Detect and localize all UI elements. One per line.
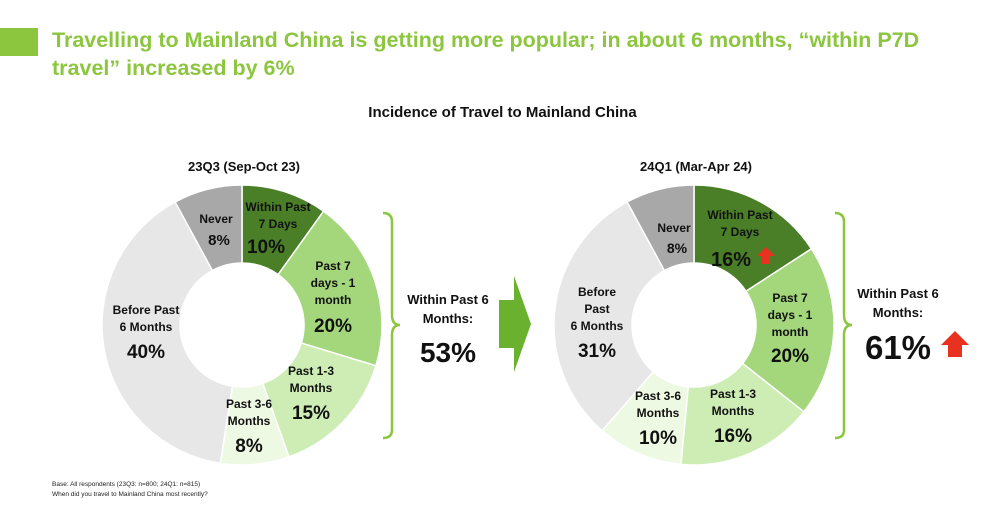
donut-title-24q1: 24Q1 (Mar-Apr 24) — [640, 159, 752, 174]
donut-slice — [174, 184, 243, 272]
donut-slice — [261, 342, 377, 458]
summary-24q1: Within Past 6 Months: 61% — [852, 284, 944, 368]
bracket-23q3 — [382, 211, 401, 440]
chart-title: Incidence of Travel to Mainland China — [368, 104, 637, 121]
donut-slice — [680, 362, 805, 466]
summary-label-24q1: Within Past 6 Months: — [857, 286, 939, 320]
donut-23q3: Within Past 7 Days 10% Past 7 days - 1 month 2… — [101, 184, 383, 466]
slice-label: Past 7 days - 1 month — [311, 259, 356, 307]
slice-value-label: 8% — [667, 240, 688, 256]
slice-value-label: 20% — [314, 316, 352, 337]
footnote: Base: All respondents (23Q3: n=800; 24Q1… — [52, 480, 208, 500]
donut-slice — [553, 200, 666, 432]
donut-title-23q3: 23Q3 (Sep-Oct 23) — [188, 159, 300, 174]
slice-value-label: 8% — [235, 436, 263, 457]
slice-value-label: 10% — [247, 237, 285, 258]
donut-slice — [626, 184, 695, 272]
slice-value-label: 16% — [714, 426, 752, 447]
summary-up-arrow-icon — [941, 331, 969, 357]
slice-label: Within Past 7 Days — [707, 208, 772, 239]
summary-23q3: Within Past 6 Months: 53% — [398, 290, 498, 370]
slice-value-label: 16% — [711, 249, 751, 271]
donut-slice — [693, 184, 813, 293]
slice-label: Past 7 days - 1 month — [768, 291, 813, 339]
donut-24q1: Within Past 7 Days 16% Past 7 days - 1 month 2… — [553, 184, 835, 466]
summary-label-23q3: Within Past 6 Months: — [407, 292, 489, 326]
slice-value-label: 40% — [127, 342, 165, 363]
transition-arrow-icon — [499, 276, 531, 372]
donut-slice — [277, 210, 383, 367]
slice-value-label: 8% — [208, 232, 230, 249]
slice-label: Before Past 6 Months — [571, 285, 624, 333]
slice-value-label: 31% — [578, 341, 616, 362]
page-title: Travelling to Mainland China is getting … — [52, 28, 920, 80]
donut-slice — [101, 200, 234, 465]
donut-slice — [741, 247, 835, 413]
slice-value-label: 15% — [292, 403, 330, 424]
slice-label: Within Past 7 Days — [245, 200, 310, 231]
slice-label: Never — [199, 212, 233, 226]
slice-value-label: 20% — [771, 346, 809, 367]
slice-label: Past 1-3 Months — [288, 364, 334, 395]
summary-value-23q3: 53% — [419, 337, 477, 368]
slice-value-label: 10% — [639, 428, 677, 449]
slice-label: Before Past 6 Months — [113, 303, 180, 334]
slice-up-arrow-icon — [757, 247, 775, 264]
bracket-24q1 — [834, 211, 853, 440]
footnote-base: Base: All respondents (23Q3: n=800; 24Q1… — [52, 481, 201, 488]
slice-label: Past 3-6 Months — [226, 397, 272, 428]
summary-value-24q1: 61% — [864, 329, 932, 366]
slice-label: Past 3-6 Months — [635, 389, 681, 420]
title-accent-bar — [0, 28, 38, 56]
footnote-question: When did you travel to Mainland China mo… — [52, 491, 208, 498]
slice-label: Past 1-3 Months — [710, 387, 756, 418]
slice-label: Never — [657, 221, 691, 235]
